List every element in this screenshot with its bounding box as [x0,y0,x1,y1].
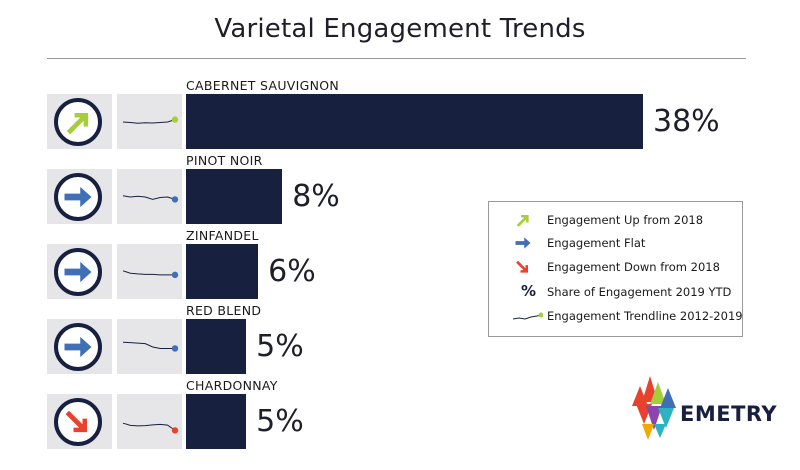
legend-label: Engagement Flat [547,236,646,250]
bar [186,169,283,224]
trendline-endpoint [171,116,179,123]
emetry-logo-mark-icon [632,376,676,440]
title-divider [47,58,746,59]
arrow-right-icon [54,173,102,221]
logo-text: EMETRY [680,402,778,426]
legend-item: Engagement Trendline 2012-2019 [512,306,743,326]
category-label: ZINFANDEL [186,228,259,243]
value-label: 5% [256,404,304,439]
bar [186,94,643,149]
trendline-sparkline [117,94,182,149]
legend-item: Engagement Down from 2018 [513,257,738,277]
bar [186,394,247,449]
trendline [122,270,175,276]
trendline-endpoint [171,427,179,434]
arrow-right-icon [513,233,543,253]
arrow-up-right-icon [54,98,102,146]
trendline-endpoint [171,196,179,203]
chart-title: Varietal Engagement Trends [214,14,586,44]
value-label: 38% [653,104,720,139]
trendline-endpoint [171,345,179,352]
trendline-endpoint [171,271,179,279]
arrow-down-right-icon [513,257,543,277]
category-label: CABERNET SAUVIGNON [186,78,340,93]
trendline-sparkline [117,394,182,449]
bar [186,319,247,374]
trendline [122,195,176,200]
trendline-sparkline [117,244,182,299]
legend-label: Engagement Trendline 2012-2019 [547,309,743,323]
bar [186,244,259,299]
arrow-right-icon [54,248,102,296]
trend-indicator [47,394,112,449]
legend-label: Engagement Down from 2018 [547,260,720,274]
value-label: 8% [292,179,340,214]
percent-icon: % [521,282,537,300]
arrow-down-right-icon [54,398,102,446]
trendline-icon [512,306,544,326]
legend: Engagement Up from 2018 Engagement Flat En… [488,201,743,337]
legend-label: Engagement Up from 2018 [547,213,704,227]
value-label: 5% [256,329,304,364]
legend-item: Engagement Up from 2018 [513,210,738,230]
trendline-sparkline [117,319,182,374]
trend-indicator [47,319,112,374]
legend-item: % Share of Engagement 2019 YTD [513,282,738,302]
legend-label: Share of Engagement 2019 YTD [547,285,732,299]
category-label: CHARDONNAY [186,378,278,393]
trend-indicator [47,244,112,299]
arrow-up-right-icon [513,210,543,230]
trendline-sparkline [117,169,182,224]
trend-indicator [47,169,112,224]
value-label: 6% [268,254,316,289]
arrow-right-icon [54,323,102,371]
legend-item: Engagement Flat [513,233,738,253]
trendline [122,341,175,349]
trendline [122,422,176,431]
trendline [122,119,176,124]
emetry-logo: EMETRY [632,374,792,444]
trend-indicator [47,94,112,149]
category-label: PINOT NOIR [186,153,263,168]
category-label: RED BLEND [186,303,262,318]
